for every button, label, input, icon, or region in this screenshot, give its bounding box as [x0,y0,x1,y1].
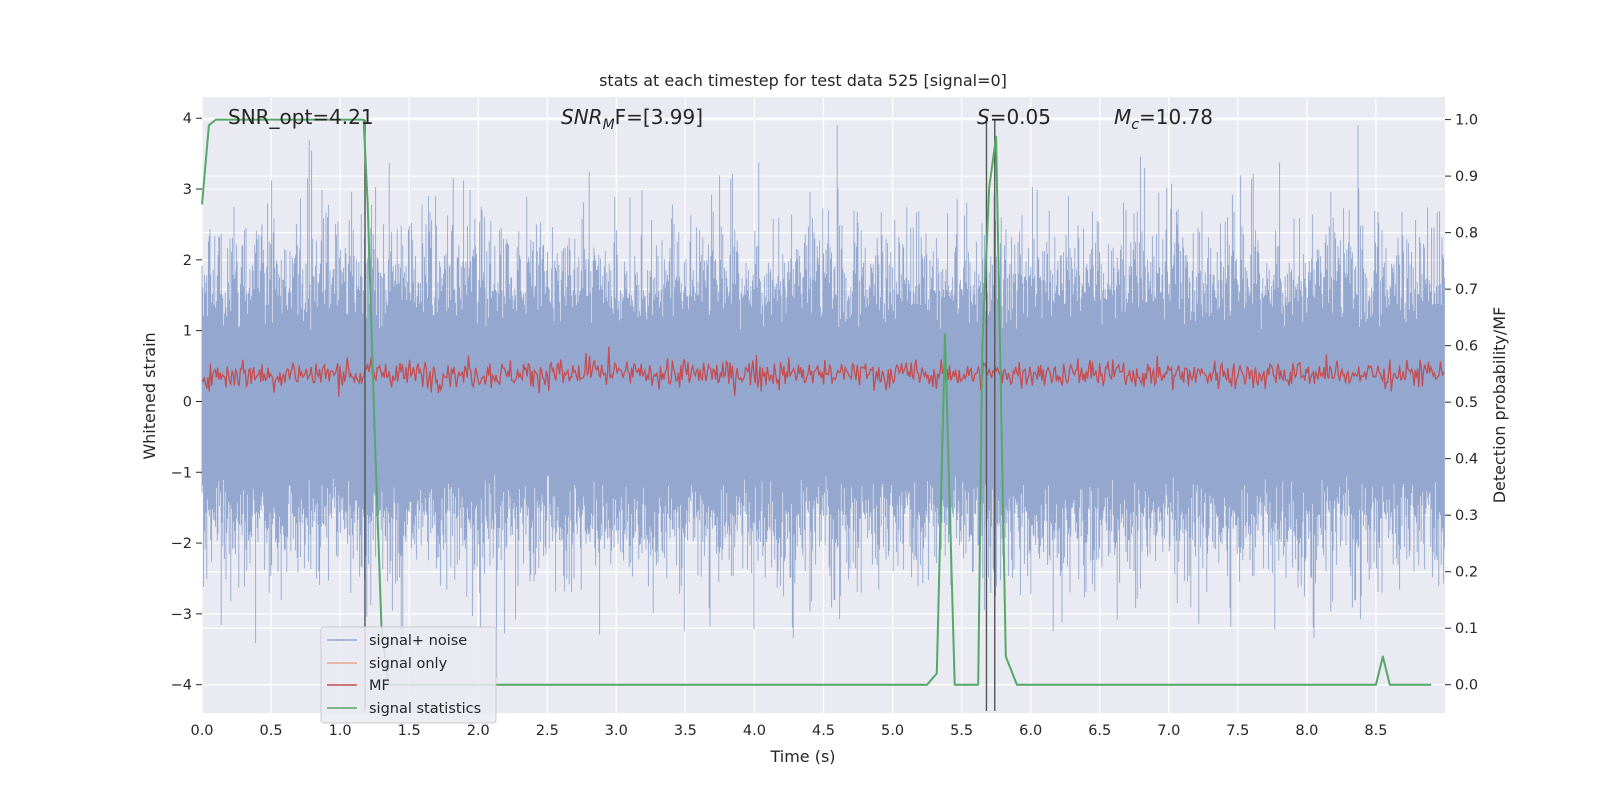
x-tick-label: 3.5 [674,723,697,739]
y2-tick-label: 0.2 [1455,565,1478,581]
y-tick-label: 4 [183,111,192,127]
y2-tick-label: 0.5 [1455,395,1478,411]
y-tick-label: −3 [171,607,192,623]
x-tick-label: 2.5 [536,723,559,739]
mf-series [201,346,1445,397]
x-tick-label: 5.5 [950,723,973,739]
annotation-mc-sub: c [1131,117,1139,133]
annotation-mc-label: M [1114,105,1131,129]
y2-tick-label: 0.0 [1455,678,1478,694]
y2-tick-label: 1.0 [1455,113,1478,129]
y2-tick-label: 0.4 [1455,452,1478,468]
y-axis-label: Whitened strain [140,332,159,459]
y-tick-label: 3 [183,182,192,198]
x-tick-label: 0.5 [260,723,283,739]
y-tick-label: 2 [183,253,192,269]
annotation-s-rest: =0.05 [990,105,1051,129]
y2-tick-label: 0.7 [1455,282,1478,298]
mf-line [201,346,1445,397]
axis-ticks: 0.0 0.5 1.0 1.5 2.0 2.5 3.0 3.5 4.0 4.5 5.0 5.5 6.0 6… [171,111,1478,739]
y2-tick-label: 0.9 [1455,169,1478,185]
x-tick-label: 4.5 [812,723,835,739]
annotation-mc: Mc=10.78 [1114,105,1213,133]
vertical-markers [364,119,996,711]
annotation-s: S=0.05 [977,105,1051,129]
x-tick-label: 4.0 [743,723,766,739]
y2-tick-label: 0.3 [1455,508,1478,524]
y2-tick-label: 0.6 [1455,339,1478,355]
legend-box [320,626,497,724]
x-tick-label: 3.0 [605,723,628,739]
x-tick-label: 8.0 [1295,723,1318,739]
annotation-snr-opt: SNR_opt=4.21 [228,105,374,129]
signal-statistics-series [201,118,1432,686]
legend-label-signal-noise: signal+ noise [369,633,467,649]
x-tick-label: 0.0 [190,723,213,739]
y-tick-label: 1 [183,324,192,340]
annotation-mc-rest: =10.78 [1139,105,1213,129]
annotation-snr-mf-rest: F=[3.99] [615,105,703,129]
x-tick-label: 2.0 [467,723,490,739]
x-tick-label: 7.5 [1226,723,1249,739]
x-axis-label: Time (s) [769,747,835,766]
x-tick-label: 1.0 [329,723,352,739]
x-tick-label: 5.0 [881,723,904,739]
y-tick-label: 0 [183,394,192,410]
x-tick-label: 7.0 [1157,723,1180,739]
x-tick-label: 8.5 [1364,723,1387,739]
y2-tick-label: 0.1 [1455,621,1478,637]
signal-statistics-line [201,118,1432,686]
y2-tick-label: 0.8 [1455,226,1478,242]
annotation-snr-mf: SNRMF=[3.99] [561,105,703,133]
x-tick-label: 6.0 [1019,723,1042,739]
x-tick-label: 1.5 [398,723,421,739]
y2-axis-label: Detection probability/MF [1490,307,1509,504]
legend-label-signal-statistics: signal statistics [369,701,481,717]
chart-title: stats at each timestep for test data 525… [599,71,1007,90]
y-tick-label: −1 [171,465,192,481]
annotation-s-label: S [977,105,990,129]
y-tick-label: −2 [171,536,192,552]
annotation-snr-mf-label: SNR [561,105,603,129]
legend: signal+ noise signal only MF signal stat… [320,626,497,724]
legend-label-mf: MF [369,678,390,694]
x-tick-label: 6.5 [1088,723,1111,739]
legend-label-signal-only: signal only [369,656,448,672]
annotation-snr-mf-sub: M [603,117,615,133]
y-tick-label: −4 [171,678,192,694]
